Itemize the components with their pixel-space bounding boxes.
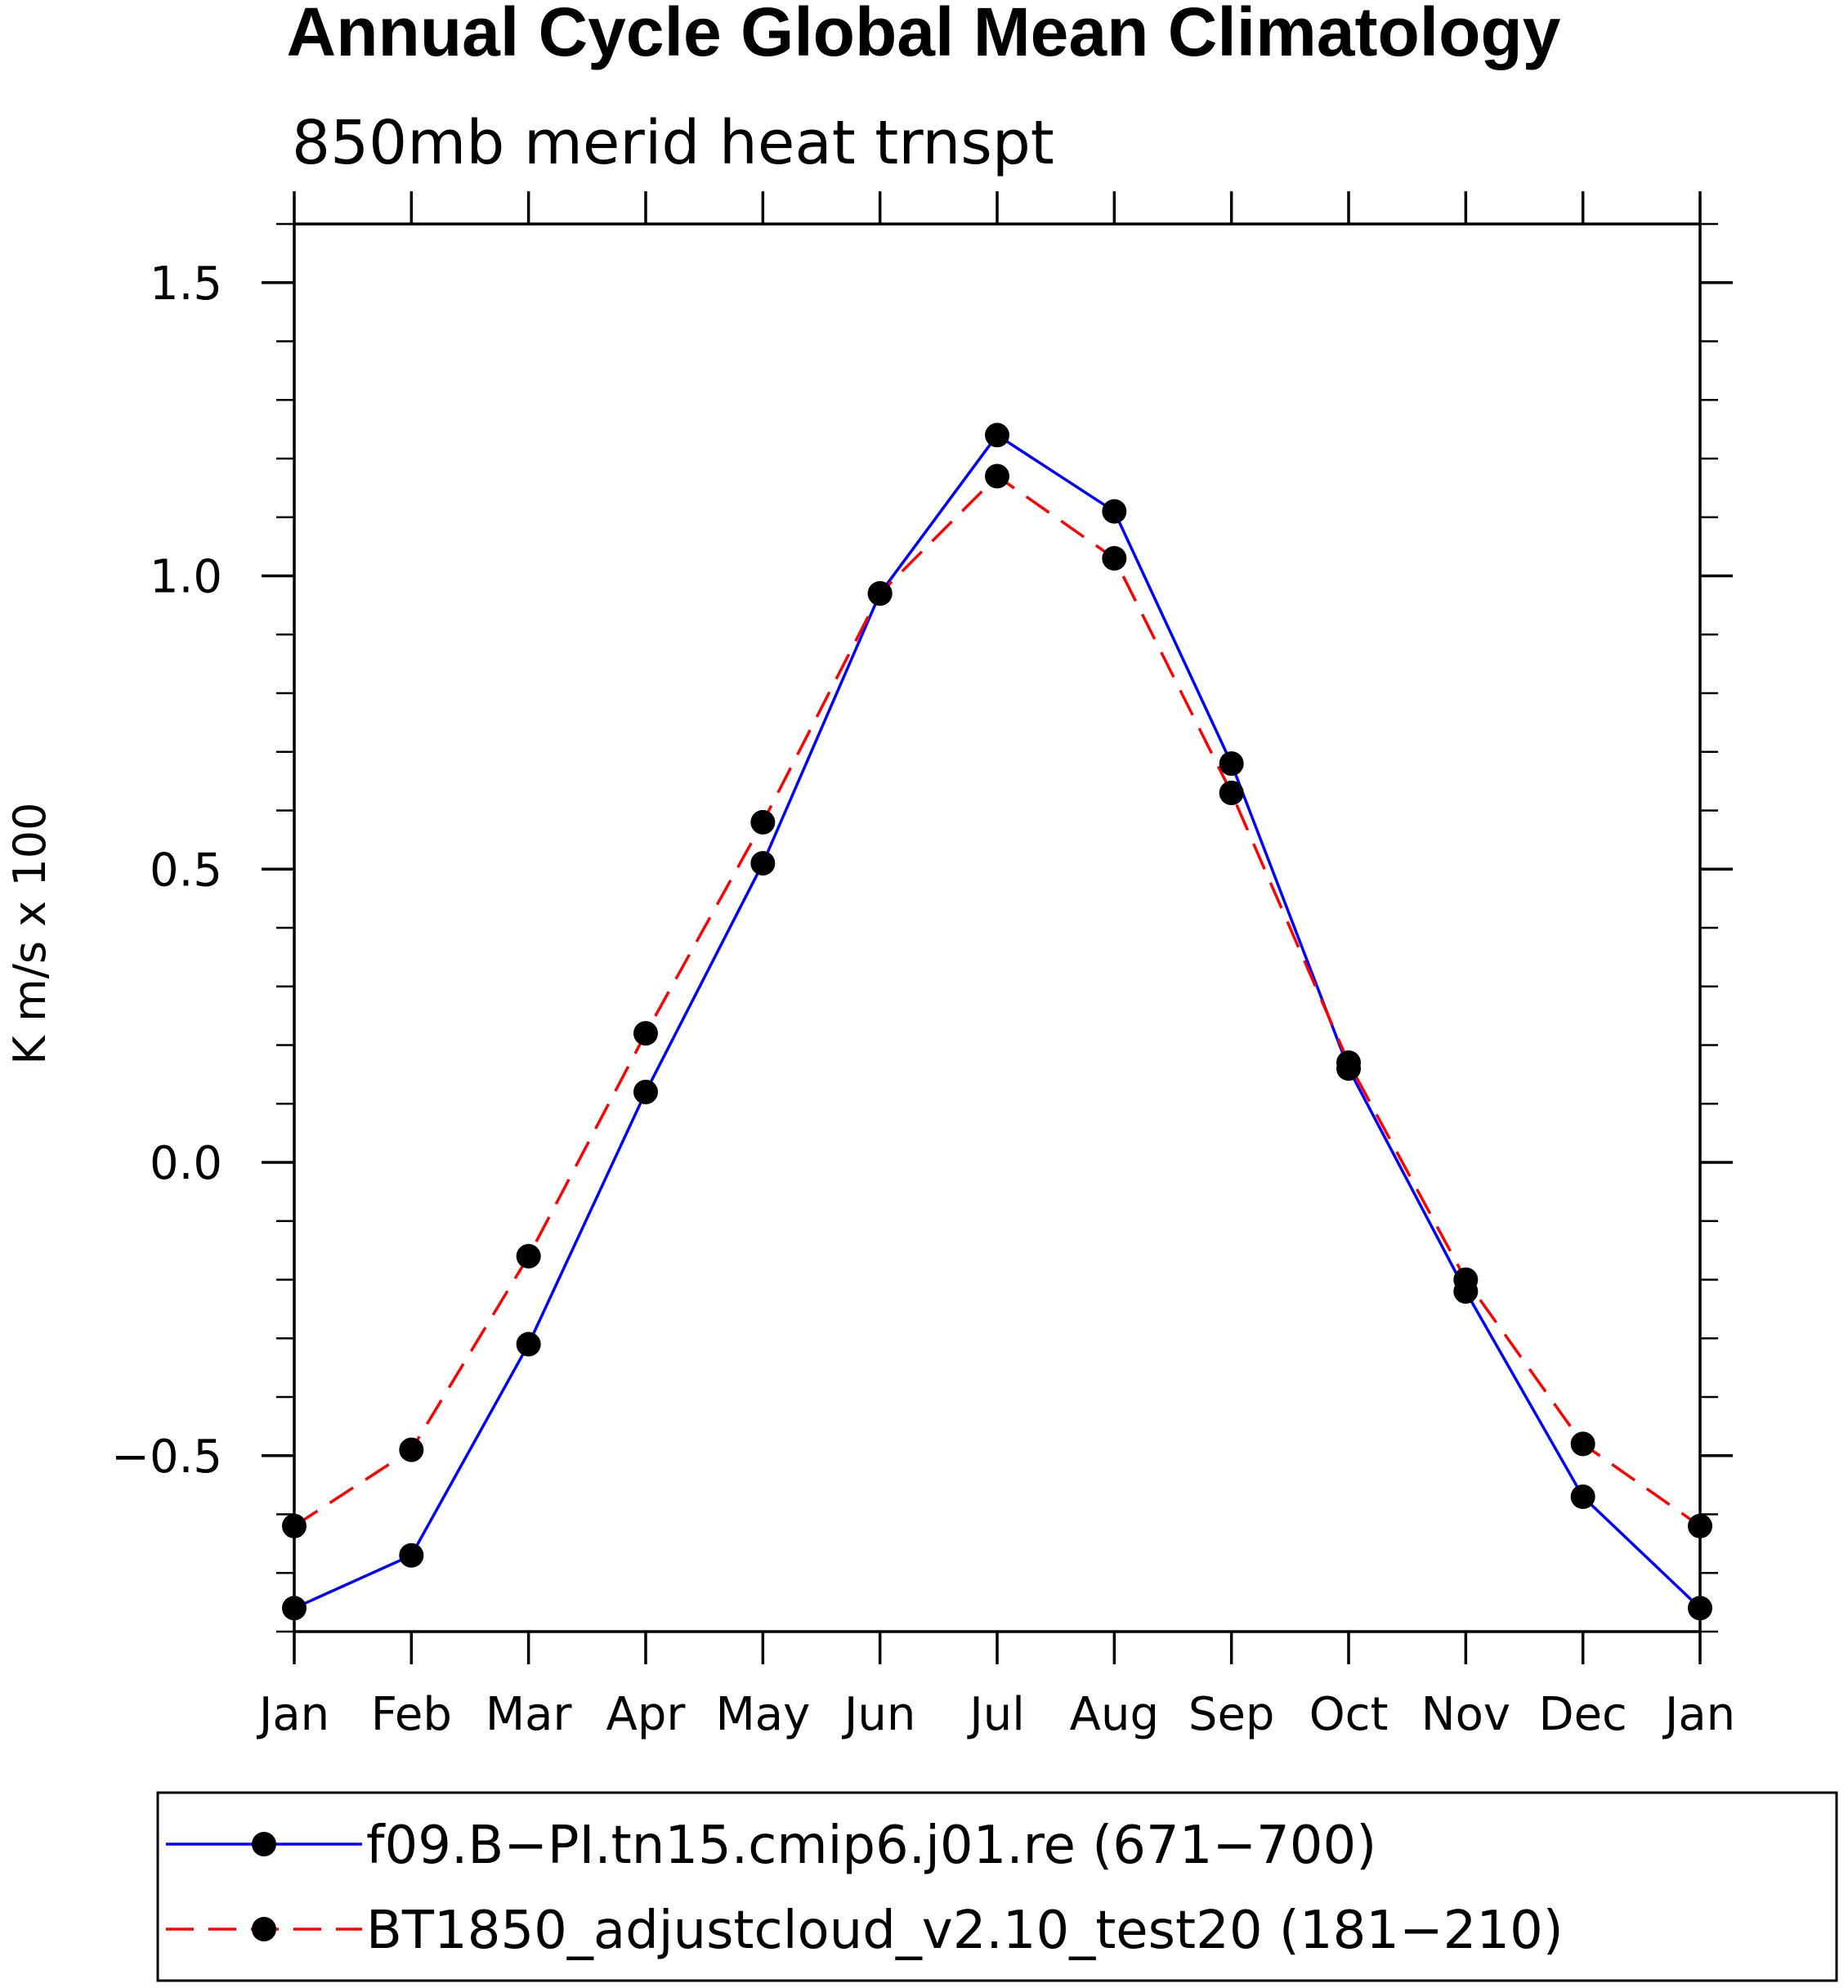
legend-label: f09.B−PI.tn15.cmip6.j01.re (671−700) — [366, 1816, 1376, 1876]
data-point — [1102, 499, 1127, 524]
data-point — [985, 423, 1009, 448]
x-tick-label: Aug — [1070, 1688, 1159, 1741]
legend-label: BT1850_adjustcloud_v2.10_test20 (181−210… — [366, 1901, 1564, 1961]
y-tick-label: 0.5 — [150, 844, 222, 897]
y-tick-label: −0.5 — [111, 1431, 222, 1484]
x-tick-label: Jun — [842, 1688, 916, 1741]
x-tick-label: Sep — [1188, 1688, 1275, 1741]
series-lines — [293, 432, 1702, 1610]
x-tick-label: Apr — [606, 1688, 687, 1741]
x-tick-label: Dec — [1538, 1688, 1627, 1741]
data-point — [399, 1542, 424, 1568]
data-point — [633, 1021, 658, 1046]
y-tick-label: 1.0 — [150, 551, 222, 604]
series-markers — [282, 423, 1712, 1621]
data-point — [516, 1243, 541, 1269]
legend: f09.B−PI.tn15.cmip6.j01.re (671−700) BT18… — [156, 1791, 1838, 1982]
data-point — [1688, 1513, 1712, 1538]
x-axis: Jan Feb Mar Apr May Jun Jul Aug Sep Oct Nov Dec Jan — [257, 191, 1735, 1741]
data-point — [867, 581, 893, 607]
legend-marker — [252, 1917, 276, 1941]
x-tick-label: Nov — [1421, 1688, 1510, 1741]
data-point — [750, 809, 776, 835]
data-point — [1453, 1267, 1479, 1292]
legend-box — [156, 1791, 1838, 1982]
y-axis-label: K m/s x 100 — [4, 803, 56, 1065]
x-tick-label: Jul — [967, 1688, 1025, 1741]
y-axis: −0.5 0.0 0.5 1.0 1.5 — [111, 222, 1733, 1633]
y-tick-label: 1.5 — [150, 257, 222, 311]
data-point — [399, 1437, 424, 1462]
x-tick-label: Mar — [485, 1688, 573, 1741]
chart-subtitle: 850mb merid heat trnspt — [292, 108, 1054, 178]
data-point — [1219, 751, 1244, 777]
data-point — [1102, 545, 1127, 571]
legend-marker — [252, 1832, 276, 1856]
data-point — [633, 1079, 658, 1104]
data-point — [1688, 1596, 1712, 1621]
x-tick-label: Oct — [1309, 1688, 1389, 1741]
data-point — [1219, 780, 1244, 805]
series-line — [293, 432, 1702, 1610]
x-tick-label: Jan — [1662, 1688, 1735, 1741]
data-point — [1570, 1431, 1595, 1457]
x-tick-label: Feb — [371, 1688, 452, 1741]
series-line — [293, 474, 1702, 1528]
data-point — [1336, 1050, 1361, 1076]
data-point — [750, 851, 776, 876]
data-point — [985, 463, 1009, 489]
data-point — [282, 1596, 307, 1621]
data-point — [282, 1513, 307, 1538]
chart-title: Annual Cycle Global Mean Climatology — [287, 0, 1561, 70]
data-point — [516, 1332, 541, 1357]
data-point — [1570, 1484, 1595, 1509]
x-tick-label: Jan — [257, 1688, 329, 1741]
x-tick-label: May — [715, 1688, 810, 1741]
y-tick-label: 0.0 — [150, 1137, 222, 1190]
